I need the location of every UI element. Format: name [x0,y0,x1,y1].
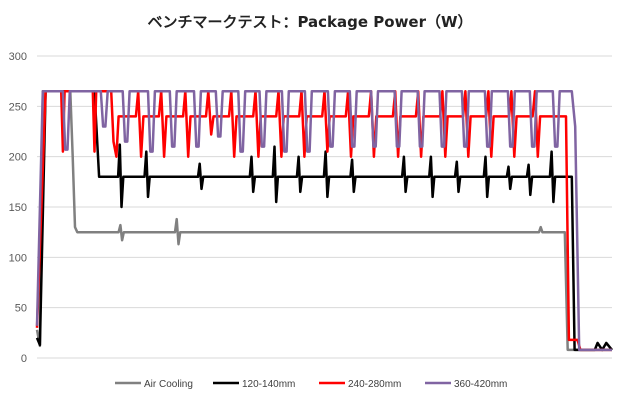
y-tick-label: 0 [21,353,27,365]
series-line-360-420mm [35,89,612,352]
y-tick-label: 200 [9,152,27,164]
y-tick-label: 100 [9,252,27,264]
legend-label: 240-280mm [348,379,401,390]
legend-item: Air Cooling [115,379,193,390]
y-tick-label: 150 [9,202,27,214]
legend-item: 240-280mm [319,379,401,390]
y-tick-label: 250 [9,101,27,113]
series-line-120-140mm [35,89,613,352]
series-lines [35,89,613,352]
series-line-air-cooling [35,89,612,352]
series-line-240-280mm [35,89,612,352]
legend-item: 360-420mm [425,379,507,390]
y-tick-label: 50 [15,303,27,315]
legend-label: 120-140mm [242,379,295,390]
legend-label: 360-420mm [454,379,507,390]
chart-title: ベンチマークテスト：Package Power（W） [147,13,472,31]
legend-item: 120-140mm [213,379,295,390]
legend-label: Air Cooling [144,379,193,390]
y-axis-ticks: 0 50 100 150 200 250 300 [9,51,27,365]
y-tick-label: 300 [9,51,27,63]
legend: Air Cooling 120-140mm 240-280mm 360-420mm [115,379,507,390]
